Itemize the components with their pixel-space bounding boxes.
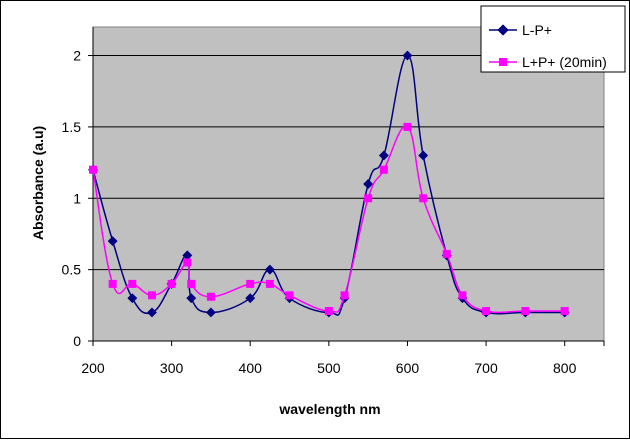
series-2-point xyxy=(458,291,467,300)
y-tick-label: 1 xyxy=(73,190,81,206)
series-1-point xyxy=(182,250,193,261)
plot-area xyxy=(92,26,605,342)
x-tick-label: 500 xyxy=(317,360,341,376)
y-tick-label: 0 xyxy=(73,333,81,349)
series-1-point xyxy=(378,150,389,161)
series-2-line xyxy=(92,125,565,314)
legend-label-series-2: L+P+ (20min) xyxy=(522,54,607,70)
x-tick-label: 800 xyxy=(553,360,577,376)
x-tick-label: 700 xyxy=(474,360,498,376)
series-2-point xyxy=(246,279,255,288)
legend-item-series-1: L-P+ xyxy=(489,22,552,38)
x-tick-label: 600 xyxy=(396,360,420,376)
series-2-point xyxy=(324,307,333,316)
series-2-point xyxy=(265,279,274,288)
series-2-point xyxy=(206,292,215,301)
y-axis-ticks: 0 0.5 1 1.5 2 xyxy=(62,48,93,349)
series-1-point xyxy=(418,150,429,161)
series-2-point xyxy=(482,307,491,316)
x-tick-label: 300 xyxy=(160,360,184,376)
x-tick-label: 400 xyxy=(239,360,263,376)
series-1-point xyxy=(264,264,275,275)
series-1-point xyxy=(363,179,374,189)
x-axis-title: wavelength nm xyxy=(278,401,380,417)
x-axis-ticks: 200 300 400 500 600 700 800 xyxy=(81,341,605,376)
series-2-point xyxy=(521,307,530,316)
legend-item-series-2: L+P+ (20min) xyxy=(489,54,607,70)
legend: L-P+ L+P+ (20min) xyxy=(480,5,626,73)
y-tick-label: 1.5 xyxy=(62,119,82,135)
series-2-point xyxy=(128,279,137,288)
series-2-point xyxy=(187,279,196,288)
series-2 xyxy=(89,122,569,316)
series-1-point xyxy=(205,307,216,318)
series-layer xyxy=(88,50,570,318)
legend-label-series-1: L-P+ xyxy=(522,22,552,38)
y-tick-label: 2 xyxy=(73,48,81,64)
series-1-point xyxy=(186,293,197,304)
series-2-point xyxy=(89,165,97,174)
series-2-point xyxy=(379,165,388,174)
series-2-point xyxy=(442,249,451,258)
series-2-point xyxy=(364,194,373,203)
series-1-point xyxy=(107,236,118,247)
y-tick-label: 0.5 xyxy=(62,262,82,278)
series-1-point xyxy=(147,307,157,318)
series-2-point xyxy=(108,279,117,288)
y-axis-title: Absorbance (a.u) xyxy=(30,126,46,240)
x-tick-label: 200 xyxy=(81,360,105,376)
series-2-point xyxy=(560,307,569,316)
series-2-point xyxy=(340,291,349,300)
series-1-point xyxy=(127,293,138,304)
legend-marker-series-2 xyxy=(499,58,507,66)
series-2-point xyxy=(403,122,412,131)
series-2-point xyxy=(147,291,156,300)
series-2-point xyxy=(285,291,294,300)
axes xyxy=(92,27,604,342)
series-2-point xyxy=(419,194,428,203)
series-2-point xyxy=(167,279,176,288)
series-1-point xyxy=(245,293,256,304)
series-2-point xyxy=(183,258,192,267)
